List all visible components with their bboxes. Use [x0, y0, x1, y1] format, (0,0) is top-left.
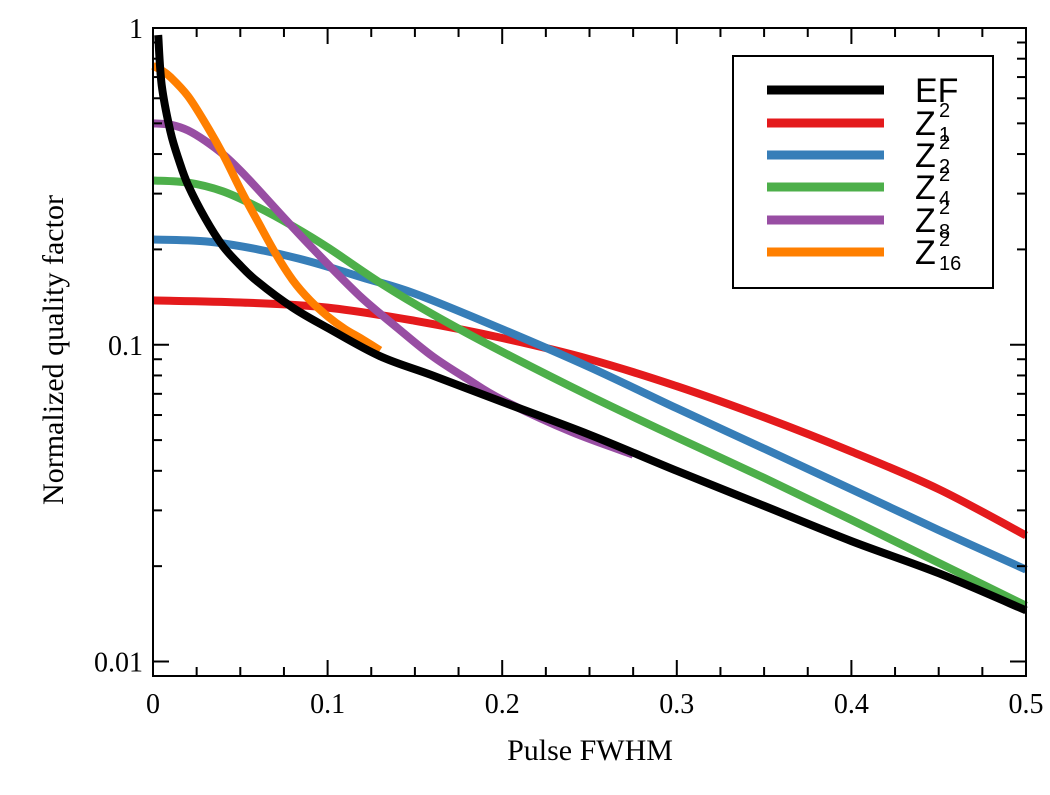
x-tick-label: 0.5: [1009, 689, 1044, 720]
series-line-5: [151, 62, 383, 354]
legend-label: Z: [915, 169, 936, 207]
series-layer: [151, 34, 1028, 615]
legend-label-subscript: 16: [939, 253, 961, 275]
series-line-1: [152, 296, 1028, 540]
legend-label: Z: [915, 105, 936, 143]
legend-label-subscript: 4: [939, 188, 950, 210]
x-tick-label: 0.1: [310, 689, 345, 720]
legend-label-subscript: 8: [939, 221, 950, 243]
y-tick-label: 1: [129, 14, 143, 45]
legend-label-subscript: 1: [939, 124, 950, 146]
legend-label: EF: [915, 72, 958, 110]
x-tick-label: 0.4: [834, 689, 869, 720]
x-tick-label: 0: [146, 689, 160, 720]
legend-label-superscript: 2: [939, 100, 950, 122]
axes-layer: 0 0.1 0.2 0.3 0.4 0.5 0.01 0.1 1: [94, 14, 1044, 720]
series-line-0: [154, 34, 1028, 615]
x-tick-label: 0.2: [485, 689, 520, 720]
x-tick-label: 0.3: [659, 689, 694, 720]
legend-label-superscript: 2: [939, 132, 950, 154]
y-axis-title: Normalized quality factor: [37, 195, 70, 505]
legend-label: Z: [915, 137, 936, 175]
legend-label-superscript: 2: [939, 229, 950, 251]
legend: EFZ 21Z 22Z 24Z 28Z 216: [732, 55, 994, 289]
legend-label-superscript: 2: [939, 164, 950, 186]
series-line-2: [152, 235, 1028, 574]
y-tick-label: 0.01: [94, 648, 143, 679]
x-axis-title: Pulse FWHM: [507, 734, 673, 767]
legend-label: Z: [915, 202, 936, 240]
legend-label-subscript: 2: [939, 156, 950, 178]
legend-label-superscript: 2: [939, 197, 950, 219]
y-tick-label: 0.1: [108, 331, 143, 362]
legend-label: Z: [915, 234, 936, 272]
